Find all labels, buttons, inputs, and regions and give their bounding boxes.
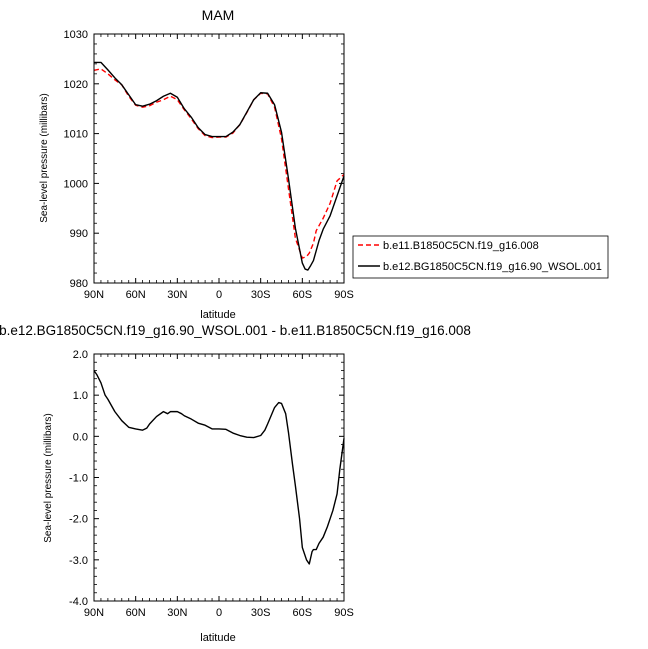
y-tick-label: 2.0: [73, 349, 88, 361]
x-tick-label: 30S: [251, 607, 271, 619]
series-line-1: [93, 370, 345, 565]
legend-entry-1: b.e11.B1850C5CN.f19_g16.008: [383, 240, 539, 252]
x-tick-label: 60N: [126, 289, 146, 301]
series-line-2: [94, 61, 345, 271]
bottom-plot-frame: [93, 353, 345, 602]
x-tick-label: 90S: [334, 289, 354, 301]
y-tick-label: 990: [70, 228, 88, 240]
x-tick-label: 60S: [293, 607, 313, 619]
x-tick-label: 90S: [334, 607, 354, 619]
top-y-axis-label: Sea-level pressure (millibars): [39, 93, 50, 222]
y-tick-label: 1010: [64, 129, 88, 141]
panel-bottom-difference: b.e12.BG1850C5CN.f19_g16.90_WSOL.001 - b…: [0, 323, 471, 644]
x-tick-label: 0: [216, 289, 222, 301]
y-tick-label: 1.0: [73, 390, 88, 402]
legend-entry-2: b.e12.BG1850C5CN.f19_g16.90_WSOL.001: [383, 261, 602, 273]
x-tick-label: 90N: [84, 289, 104, 301]
x-tick-label: 60N: [126, 607, 146, 619]
series-line-1: [93, 68, 345, 259]
y-tick-label: 1020: [64, 79, 88, 91]
x-tick-label: 30S: [251, 289, 271, 301]
top-x-axis-label: latitude: [200, 309, 235, 321]
bottom-chart-title: b.e12.BG1850C5CN.f19_g16.90_WSOL.001 - b…: [0, 323, 471, 338]
y-tick-label: -1.0: [69, 473, 88, 485]
x-tick-label: 60S: [293, 289, 313, 301]
x-tick-label: 90N: [84, 607, 104, 619]
panel-top-sea-level-pressure: MAM Sea-level pressure (millibars) latit…: [39, 7, 354, 321]
x-tick-label: 30N: [167, 607, 187, 619]
bottom-x-axis-label: latitude: [200, 632, 235, 644]
top-chart-title: MAM: [202, 7, 235, 23]
legend-box: [352, 235, 609, 279]
y-tick-label: 980: [70, 278, 88, 290]
y-tick-label: -2.0: [69, 514, 88, 526]
bottom-y-axis-label: Sea-level pressure (millibars): [43, 413, 54, 542]
x-tick-label: 30N: [167, 289, 187, 301]
y-tick-label: -4.0: [69, 596, 88, 608]
y-tick-label: 1030: [64, 29, 88, 41]
y-tick-label: -3.0: [69, 555, 88, 567]
y-tick-label: 1000: [64, 178, 88, 190]
y-tick-label: 0.0: [73, 431, 88, 443]
x-tick-label: 0: [216, 607, 222, 619]
top-plot-frame: [93, 33, 345, 284]
legend: b.e11.B1850C5CN.f19_g16.008 b.e12.BG1850…: [352, 235, 609, 279]
